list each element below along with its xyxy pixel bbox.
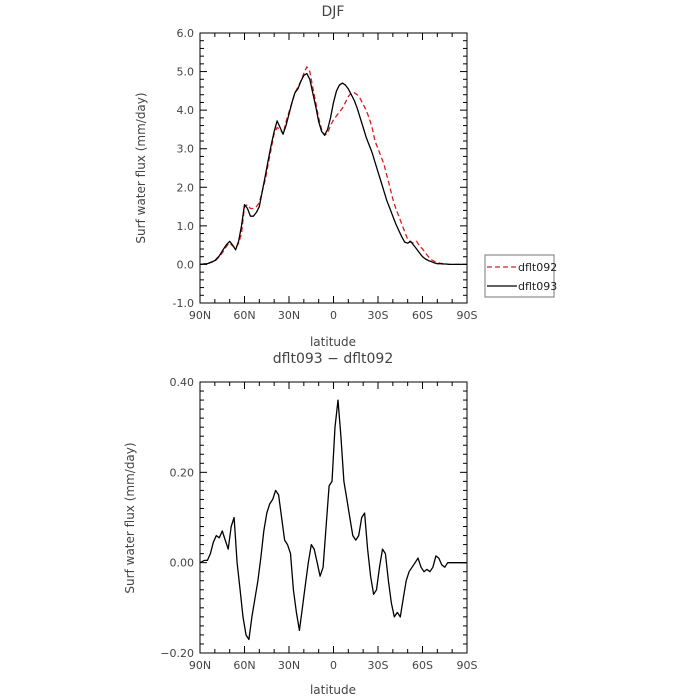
x-tick-label: 90N — [189, 659, 211, 672]
y-tick-label: 2.0 — [177, 181, 195, 194]
x-tick-label: 90N — [189, 309, 211, 322]
y-tick-label: -1.0 — [173, 297, 194, 310]
y-tick-label: 0.20 — [170, 466, 195, 479]
x-tick-label: 60S — [412, 309, 433, 322]
tick-group: 90N 60N 30N 0 30S 60S 90S -1.0 0.0 1.0 2.0 3.0 4.0 5.… — [173, 27, 478, 322]
chart-title-difference: dflt093 − dflt092 — [273, 351, 393, 367]
y-tick-label: −0.20 — [160, 647, 194, 660]
chart-top: DJF 90N 60N 30N 0 30S 60S 90S -1.0 0.0 1.0 2.0 3.0 4… — [134, 4, 557, 349]
legend-box — [484, 254, 555, 298]
y-axis-label: Surf water flux (mm/day) — [123, 442, 137, 593]
x-tick-label: 30S — [368, 309, 389, 322]
x-tick-label: 90S — [457, 309, 478, 322]
y-tick-label: 0.40 — [170, 376, 195, 389]
x-tick-label: 60S — [412, 659, 433, 672]
x-tick-label: 30S — [368, 659, 389, 672]
legend: dflt092 dflt093 — [484, 254, 557, 298]
y-axis-label: Surf water flux (mm/day) — [134, 92, 148, 243]
plot-frame — [199, 381, 468, 654]
x-axis-label: latitude — [310, 335, 356, 349]
legend-label-dflt092: dflt092 — [518, 261, 557, 274]
y-tick-label: 0.00 — [170, 557, 195, 570]
x-tick-label: 60N — [233, 309, 255, 322]
x-tick-label: 0 — [330, 659, 337, 672]
y-tick-label: 0.0 — [177, 258, 195, 271]
x-axis-label: latitude — [310, 683, 356, 697]
series-group — [199, 399, 467, 641]
legend-label-dflt093: dflt093 — [518, 280, 557, 293]
x-tick-label: 30N — [278, 659, 300, 672]
x-tick-label: 0 — [330, 309, 337, 322]
y-tick-label: 4.0 — [177, 104, 195, 117]
y-tick-label: 3.0 — [177, 143, 195, 156]
x-tick-label: 30N — [278, 309, 300, 322]
y-tick-label: 6.0 — [177, 27, 195, 40]
series-group — [199, 66, 467, 266]
series-line-difference — [199, 399, 467, 641]
series-line-dflt093 — [199, 72, 467, 266]
y-tick-label: 5.0 — [177, 66, 195, 79]
chart-title: DJF — [322, 4, 345, 20]
x-tick-label: 60N — [233, 659, 255, 672]
y-tick-label: 1.0 — [177, 220, 195, 233]
chart-bottom: dflt093 − dflt092 90N 60N 30N 0 30S 60S 90S −0.… — [123, 351, 478, 697]
tick-group: 90N 60N 30N 0 30S 60S 90S −0.20 0.00 0.20 0.40 — [160, 376, 477, 672]
plot-frame — [199, 32, 468, 304]
x-tick-label: 90S — [457, 659, 478, 672]
